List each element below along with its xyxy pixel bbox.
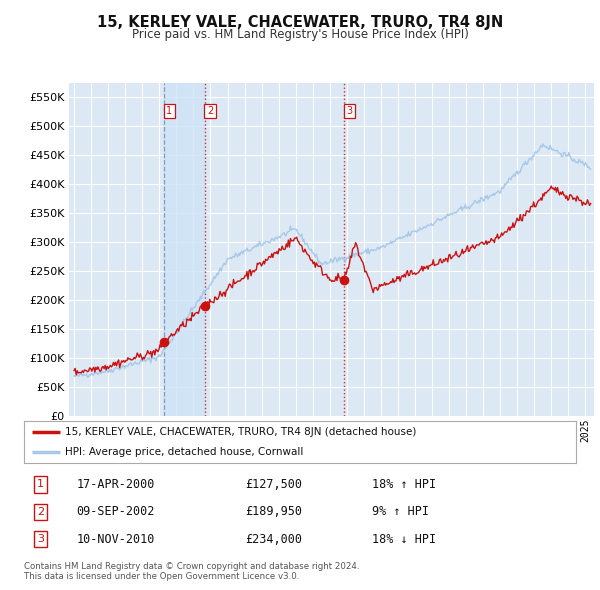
Text: 2: 2 [207, 106, 213, 116]
Text: 3: 3 [37, 535, 44, 544]
Text: £189,950: £189,950 [245, 505, 302, 519]
Text: 15, KERLEY VALE, CHACEWATER, TRURO, TR4 8JN: 15, KERLEY VALE, CHACEWATER, TRURO, TR4 … [97, 15, 503, 30]
Text: £127,500: £127,500 [245, 478, 302, 491]
Text: £234,000: £234,000 [245, 533, 302, 546]
Text: Price paid vs. HM Land Registry's House Price Index (HPI): Price paid vs. HM Land Registry's House … [131, 28, 469, 41]
Text: 10-NOV-2010: 10-NOV-2010 [76, 533, 155, 546]
Text: 3: 3 [346, 106, 352, 116]
Text: 1: 1 [166, 106, 172, 116]
Text: Contains HM Land Registry data © Crown copyright and database right 2024.
This d: Contains HM Land Registry data © Crown c… [24, 562, 359, 581]
Text: 1: 1 [37, 480, 44, 489]
Text: 15, KERLEY VALE, CHACEWATER, TRURO, TR4 8JN (detached house): 15, KERLEY VALE, CHACEWATER, TRURO, TR4 … [65, 427, 417, 437]
Text: 2: 2 [37, 507, 44, 517]
Text: 18% ↓ HPI: 18% ↓ HPI [372, 533, 436, 546]
Bar [164, 83, 205, 416]
Text: 9% ↑ HPI: 9% ↑ HPI [372, 505, 429, 519]
Text: HPI: Average price, detached house, Cornwall: HPI: Average price, detached house, Corn… [65, 447, 304, 457]
Text: 18% ↑ HPI: 18% ↑ HPI [372, 478, 436, 491]
Text: 09-SEP-2002: 09-SEP-2002 [76, 505, 155, 519]
Text: 17-APR-2000: 17-APR-2000 [76, 478, 155, 491]
